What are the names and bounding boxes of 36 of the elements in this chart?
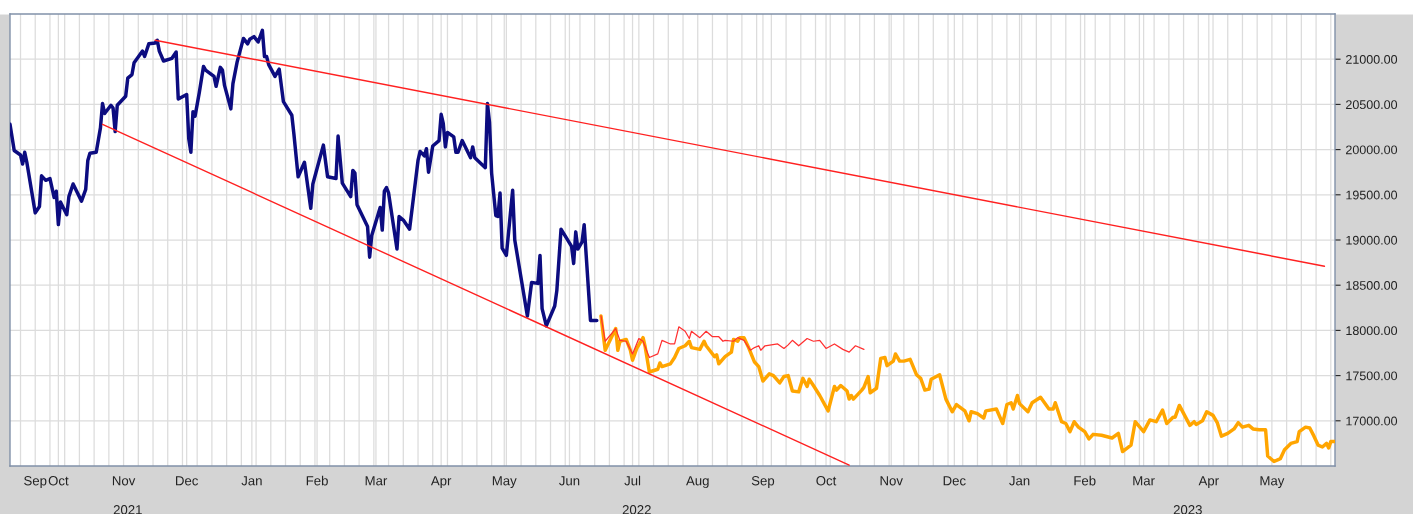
y-tick-label: 19500.00 bbox=[1346, 190, 1398, 200]
y-tick-label: 18000.00 bbox=[1346, 326, 1398, 336]
x-tick-label: Dec bbox=[943, 476, 966, 486]
x-tick-label: May bbox=[1260, 476, 1285, 489]
x-tick-label: Nov bbox=[880, 476, 903, 486]
x-tick-label: May bbox=[492, 476, 517, 489]
x-tick-label: Nov bbox=[112, 476, 136, 486]
x-tick-label: Dec bbox=[176, 476, 199, 486]
y-tick-label: 20000.00 bbox=[1346, 145, 1398, 155]
x-tick-label: Sep bbox=[751, 476, 775, 489]
x-tick-label: Jun bbox=[559, 476, 580, 486]
x-tick-label: Aug bbox=[686, 476, 709, 489]
x-tick-label: Jan bbox=[241, 476, 262, 486]
x-tick-label: Apr bbox=[430, 476, 452, 489]
x-tick-label: Jul bbox=[624, 475, 641, 486]
y-tick-label: 21000.00 bbox=[1346, 55, 1398, 64]
x-tick-label: Jan bbox=[1009, 476, 1030, 486]
line-series bbox=[10, 28, 599, 328]
y-tick-label: 17500.00 bbox=[1346, 371, 1398, 381]
y-tick-label: 17000.00 bbox=[1346, 416, 1398, 426]
y-tick-label: 19000.00 bbox=[1346, 235, 1398, 245]
x-tick-label: Mar bbox=[365, 476, 388, 486]
x2-tick-label: 2023 bbox=[1173, 505, 1202, 514]
x-tick-label: Oct bbox=[48, 476, 69, 486]
line-series bbox=[599, 314, 1335, 464]
x2-tick-label: 2022 bbox=[622, 505, 651, 514]
x-tick-label: Sep bbox=[24, 476, 47, 489]
x-tick-label: Feb bbox=[1074, 475, 1096, 486]
x-tick-label: Mar bbox=[1133, 476, 1155, 486]
x2-tick-label: 2021 bbox=[113, 505, 142, 514]
y-tick-label: 18500.00 bbox=[1346, 281, 1398, 290]
x-tick-label: Feb bbox=[306, 475, 328, 486]
y-tick-label: 20500.00 bbox=[1346, 100, 1398, 110]
line-series bbox=[600, 315, 865, 359]
x-tick-label: Apr bbox=[1198, 476, 1219, 489]
x-tick-label: Oct bbox=[816, 476, 837, 486]
